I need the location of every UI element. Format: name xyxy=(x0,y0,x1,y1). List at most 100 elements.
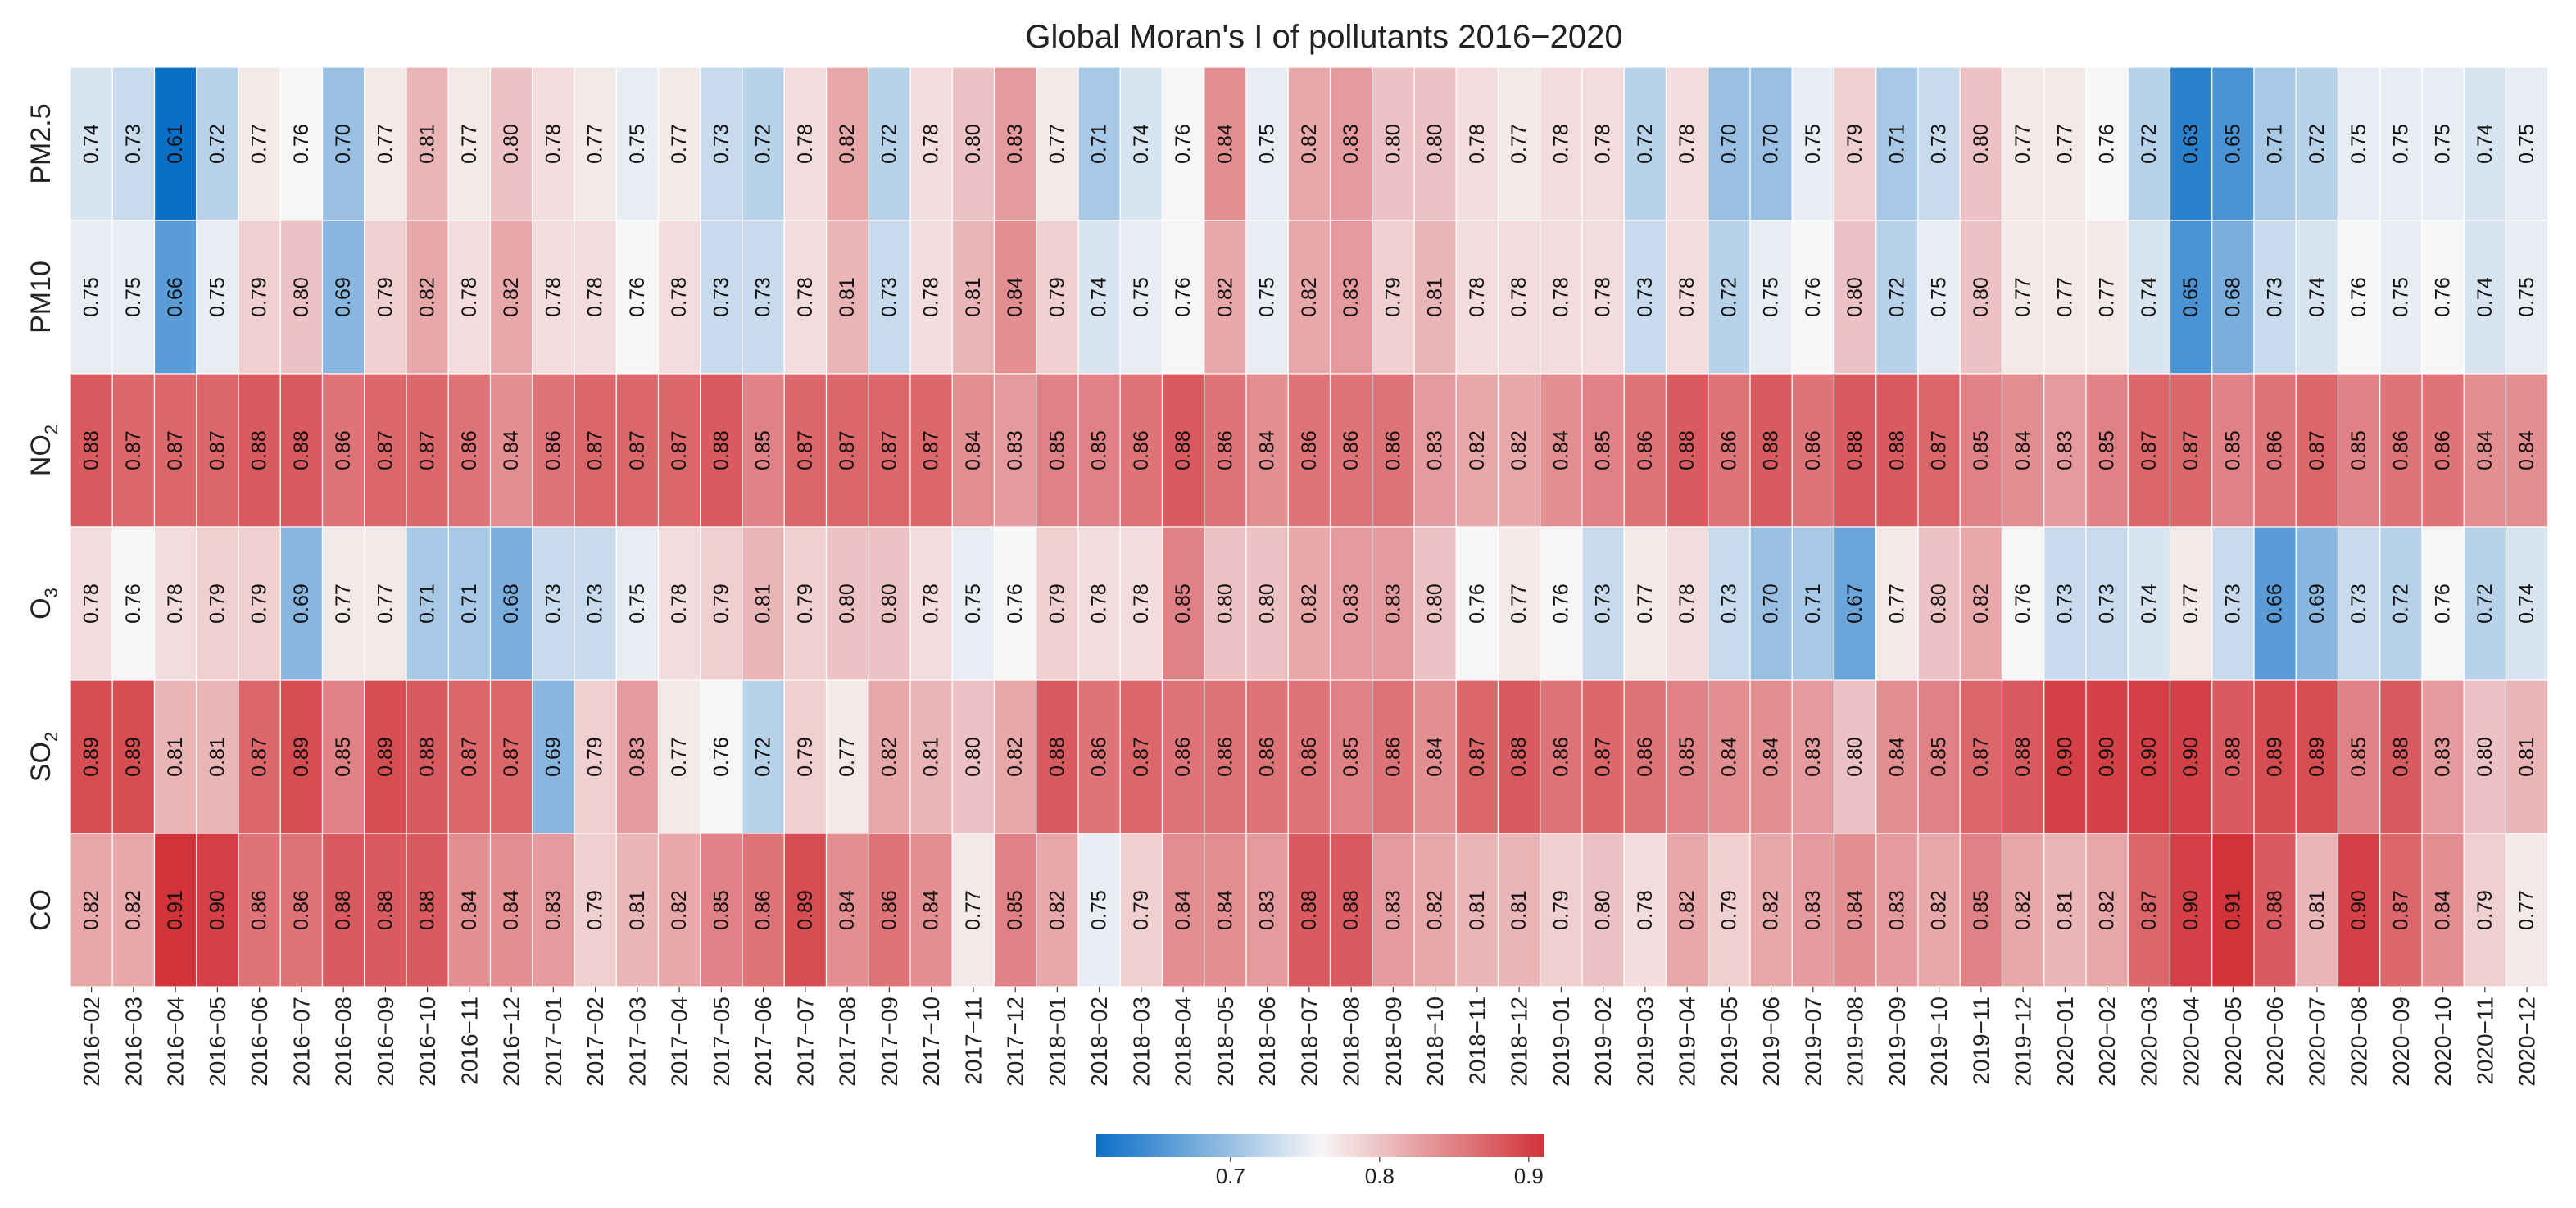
heatmap-cell xyxy=(532,526,575,681)
heatmap-cell xyxy=(1791,679,1835,834)
heatmap-cell xyxy=(1540,526,1583,681)
cell-value-label: 0.87 xyxy=(374,430,397,470)
heatmap-cell xyxy=(1413,220,1457,375)
heatmap-cell xyxy=(1287,526,1331,681)
cell-value-label: 0.87 xyxy=(2306,430,2329,470)
cell-value-label: 0.79 xyxy=(794,584,817,624)
cell-value-label: 0.78 xyxy=(1549,124,1572,164)
cell-value-label: 0.79 xyxy=(584,890,607,930)
heatmap-cell xyxy=(321,833,365,988)
heatmap-cell xyxy=(951,833,995,988)
heatmap-cell xyxy=(2169,526,2213,681)
cell-value-label: 0.84 xyxy=(2011,430,2034,470)
cell-value-label: 0.85 xyxy=(1928,737,1951,777)
heatmap-cell xyxy=(364,66,407,221)
heatmap-cell xyxy=(2337,679,2381,834)
heatmap-cell xyxy=(951,66,995,221)
cell-value-label: 0.88 xyxy=(1844,430,1866,470)
cell-value-label: 0.78 xyxy=(794,124,817,164)
heatmap-cell xyxy=(1287,679,1331,834)
cell-value-label: 0.71 xyxy=(458,584,481,624)
column-label: 2016−05 xyxy=(205,997,230,1087)
heatmap-cell xyxy=(2463,373,2507,528)
cell-value-label: 0.65 xyxy=(2179,277,2202,317)
cell-value-label: 0.82 xyxy=(1466,430,1489,470)
heatmap-cell xyxy=(1917,526,1961,681)
heatmap-cell xyxy=(2169,220,2213,375)
cell-value-label: 0.82 xyxy=(1760,890,1783,930)
cell-value-label: 0.69 xyxy=(542,737,565,777)
heatmap-cell xyxy=(574,373,617,528)
cell-value-label: 0.84 xyxy=(1172,890,1195,930)
cell-value-label: 0.71 xyxy=(416,584,439,624)
cell-value-label: 0.85 xyxy=(1970,890,1993,930)
cell-value-label: 0.88 xyxy=(1045,737,1068,777)
heatmap-cell xyxy=(1581,220,1625,375)
heatmap-cell xyxy=(993,220,1037,375)
cell-value-label: 0.82 xyxy=(836,124,859,164)
cell-value-label: 0.78 xyxy=(80,584,103,624)
heatmap-cell xyxy=(700,526,743,681)
cell-value-label: 0.85 xyxy=(1004,890,1027,930)
heatmap-cell xyxy=(153,679,197,834)
heatmap-cell xyxy=(1372,679,1415,834)
heatmap-cell xyxy=(1204,679,1247,834)
cell-value-label: 0.84 xyxy=(1256,430,1279,470)
cell-value-label: 0.80 xyxy=(2474,737,2497,777)
cell-value-label: 0.83 xyxy=(1004,124,1027,164)
cell-value-label: 0.87 xyxy=(878,430,900,470)
cell-value-label: 0.84 xyxy=(1885,737,1908,777)
row-label: SO2 xyxy=(25,732,61,782)
column-label: 2018−04 xyxy=(1171,997,1196,1087)
cell-value-label: 0.83 xyxy=(1381,584,1404,624)
heatmap-cell xyxy=(111,220,156,375)
heatmap-cell xyxy=(1917,220,1961,375)
cell-value-label: 0.87 xyxy=(1592,737,1615,777)
cell-value-label: 0.82 xyxy=(1424,890,1447,930)
column-label: 2020−12 xyxy=(2515,997,2540,1087)
cell-value-label: 0.84 xyxy=(1760,737,1783,777)
cell-value-label: 0.78 xyxy=(1088,584,1111,624)
cell-value-label: 0.84 xyxy=(2515,430,2538,470)
cell-value-label: 0.76 xyxy=(1549,584,1572,624)
cell-value-label: 0.75 xyxy=(2389,124,2412,164)
cell-value-label: 0.72 xyxy=(206,124,229,164)
cell-value-label: 0.75 xyxy=(206,277,229,317)
column-label: 2018−06 xyxy=(1254,997,1280,1087)
heatmap-cell xyxy=(279,373,324,528)
cell-value-label: 0.81 xyxy=(1466,890,1489,930)
cell-value-label: 0.78 xyxy=(1592,277,1615,317)
cell-value-label: 0.88 xyxy=(1760,430,1783,470)
heatmap-cell xyxy=(489,833,533,988)
cell-value-label: 0.75 xyxy=(1088,890,1111,930)
cell-value-label: 0.77 xyxy=(2053,124,2076,164)
cell-value-label: 0.72 xyxy=(2306,124,2329,164)
cell-value-label: 0.61 xyxy=(164,124,187,164)
cell-value-label: 0.80 xyxy=(836,584,859,624)
heatmap-cell xyxy=(1329,373,1373,528)
heatmap-cell xyxy=(1413,526,1457,681)
heatmap-cell xyxy=(1455,373,1499,528)
cell-value-label: 0.78 xyxy=(1592,124,1615,164)
cell-value-label: 0.79 xyxy=(1549,890,1572,930)
cell-value-label: 0.80 xyxy=(962,124,985,164)
column-label: 2017−07 xyxy=(792,997,818,1087)
cell-value-label: 0.80 xyxy=(500,124,523,164)
colorbar-tick-label: 0.9 xyxy=(1514,1164,1544,1188)
cell-value-label: 0.87 xyxy=(836,430,859,470)
heatmap-cell xyxy=(111,833,156,988)
cell-value-label: 0.91 xyxy=(2221,890,2244,930)
cell-value-label: 0.83 xyxy=(1004,430,1027,470)
cell-value-label: 0.85 xyxy=(1172,584,1195,624)
cell-value-label: 0.84 xyxy=(1424,737,1447,777)
cell-value-label: 0.81 xyxy=(962,277,985,317)
column-label: 2017−08 xyxy=(835,997,860,1087)
cell-value-label: 0.84 xyxy=(500,430,523,470)
heatmap-cell xyxy=(657,833,701,988)
heatmap-cell xyxy=(1875,679,1919,834)
cell-value-label: 0.75 xyxy=(1256,124,1279,164)
heatmap-cells xyxy=(70,66,2549,988)
cell-value-label: 0.75 xyxy=(626,124,649,164)
heatmap-cell xyxy=(1287,220,1331,375)
cell-value-label: 0.83 xyxy=(1885,890,1908,930)
